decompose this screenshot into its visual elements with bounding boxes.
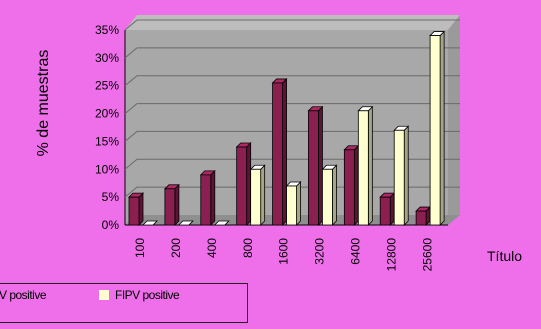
bar-s2-1600 <box>287 182 301 225</box>
x-tick-label: 400 <box>205 238 219 258</box>
legend: V positive FIPV positive <box>0 283 248 323</box>
y-axis-label: % de muestras <box>35 18 55 188</box>
y-tick-label: 35% <box>95 23 119 37</box>
plot-wall-top <box>125 15 460 30</box>
y-tick-label: 25% <box>95 79 119 93</box>
y-tick-label: 0% <box>102 218 120 232</box>
bar-s2-6400 <box>358 107 372 225</box>
legend-label-series2: FIPV positive <box>115 288 179 302</box>
bar-s2-12800 <box>394 126 408 225</box>
y-tick-label: 10% <box>95 162 119 176</box>
bar-s1-200 <box>165 185 179 225</box>
y-tick-label: 15% <box>95 134 119 148</box>
x-tick-label: 3200 <box>313 238 327 265</box>
x-tick-label: 200 <box>169 238 183 258</box>
y-tick-label: 5% <box>102 190 120 204</box>
bar-s1-1600 <box>273 79 287 225</box>
legend-swatch-series2 <box>99 290 109 300</box>
bar-s1-6400 <box>344 146 358 225</box>
bar-s1-100 <box>129 193 143 225</box>
x-tick-label: 100 <box>133 238 147 258</box>
y-tick-label: 20% <box>95 107 119 121</box>
x-tick-label: 800 <box>241 238 255 258</box>
legend-item-series1: V positive <box>0 288 46 302</box>
bar-s1-3200 <box>308 107 322 225</box>
legend-label-series1: V positive <box>0 288 46 302</box>
legend-item-series2: FIPV positive <box>99 288 179 302</box>
x-tick-label: 1600 <box>277 238 291 265</box>
x-tick-label: 6400 <box>349 238 363 265</box>
bar-s2-25600 <box>430 32 444 225</box>
bar-s1-400 <box>201 171 215 225</box>
bar-s2-3200 <box>322 165 336 225</box>
bar-s2-800 <box>251 165 265 225</box>
x-tick-label: 25600 <box>420 238 434 272</box>
bar-s1-25600 <box>416 207 430 225</box>
bar-s1-12800 <box>380 193 394 225</box>
bar-s1-800 <box>237 143 251 225</box>
plot-wall-right <box>448 15 460 225</box>
x-axis-label: Título <box>487 248 522 264</box>
x-tick-label: 12800 <box>384 238 398 272</box>
y-tick-label: 30% <box>95 51 119 65</box>
